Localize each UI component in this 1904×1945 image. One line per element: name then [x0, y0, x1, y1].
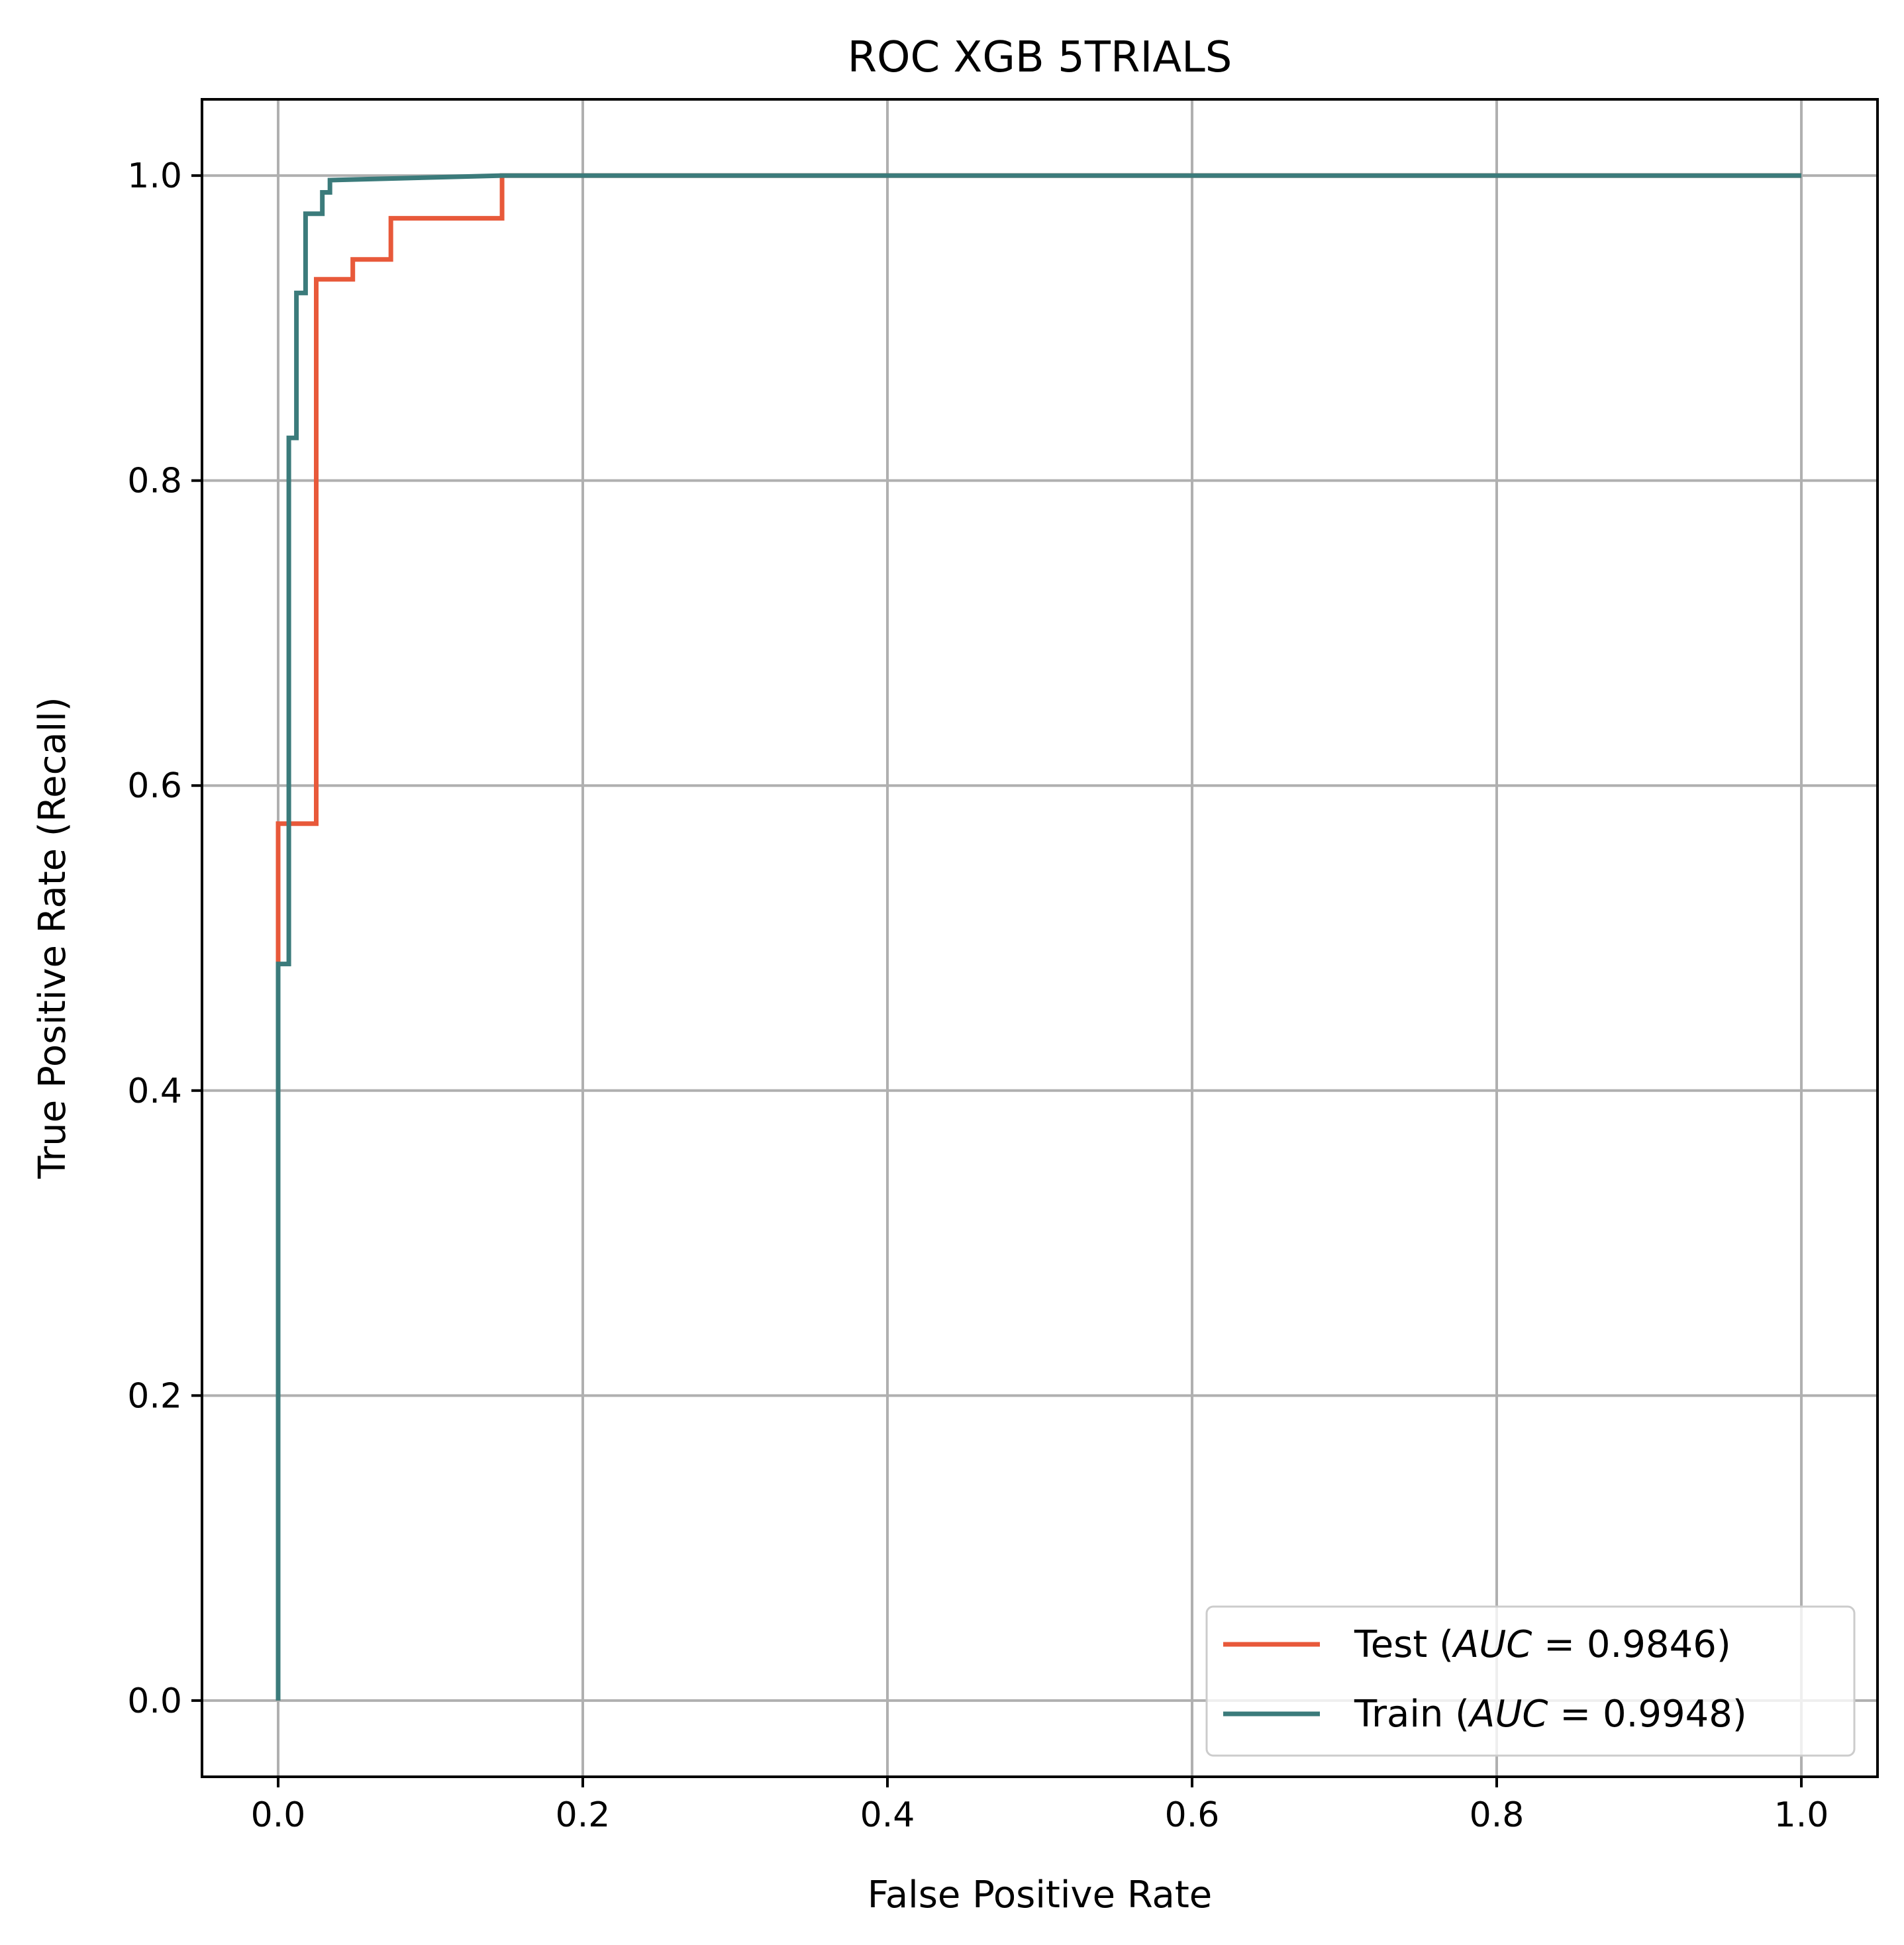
legend-box: [1205, 1605, 1856, 1757]
y-tick-label: 0.8: [127, 462, 182, 501]
chart-title: ROC XGB 5TRIALS: [848, 33, 1232, 82]
grid-lines: [202, 99, 1878, 1777]
x-tick-label: 0.8: [1470, 1795, 1525, 1835]
y-tick-label: 1.0: [127, 156, 182, 196]
legend-name-train: Train: [1354, 1693, 1443, 1736]
x-tick-label: 0.6: [1165, 1795, 1220, 1835]
legend-label-test: Test (AUC = 0.9846): [1354, 1623, 1731, 1666]
y-tick-label: 0.4: [127, 1072, 182, 1111]
plot-frame: [201, 98, 1879, 1778]
y-axis-label: True Positive Rate (Recall): [31, 697, 74, 1179]
legend: Test (AUC = 0.9846) Train (AUC = 0.9948): [1205, 1605, 1856, 1757]
y-tick-label: 0.6: [127, 766, 182, 806]
x-axis-label: False Positive Rate: [868, 1873, 1212, 1917]
x-tick-label: 1.0: [1774, 1795, 1829, 1835]
y-tick-label: 0.2: [127, 1376, 182, 1416]
x-tick-label: 0.2: [556, 1795, 611, 1835]
legend-label-train: Train (AUC = 0.9948): [1354, 1693, 1747, 1736]
legend-auc-test: 0.9846: [1587, 1623, 1717, 1666]
series-line-train: [276, 173, 1801, 1701]
axis-ticks: 0.0 0.2 0.4 0.6 0.8 1.0 0.0 0.2 0.4 0.6 0.8 1.0: [127, 156, 1829, 1835]
series-line-test: [276, 173, 1801, 1701]
x-tick-label: 0.4: [860, 1795, 915, 1835]
legend-name-test: Test: [1354, 1623, 1427, 1666]
x-tick-label: 0.0: [251, 1795, 306, 1835]
legend-auc-train: 0.9948: [1603, 1693, 1732, 1736]
series-lines: [276, 173, 1801, 1701]
y-tick-label: 0.0: [127, 1681, 182, 1721]
